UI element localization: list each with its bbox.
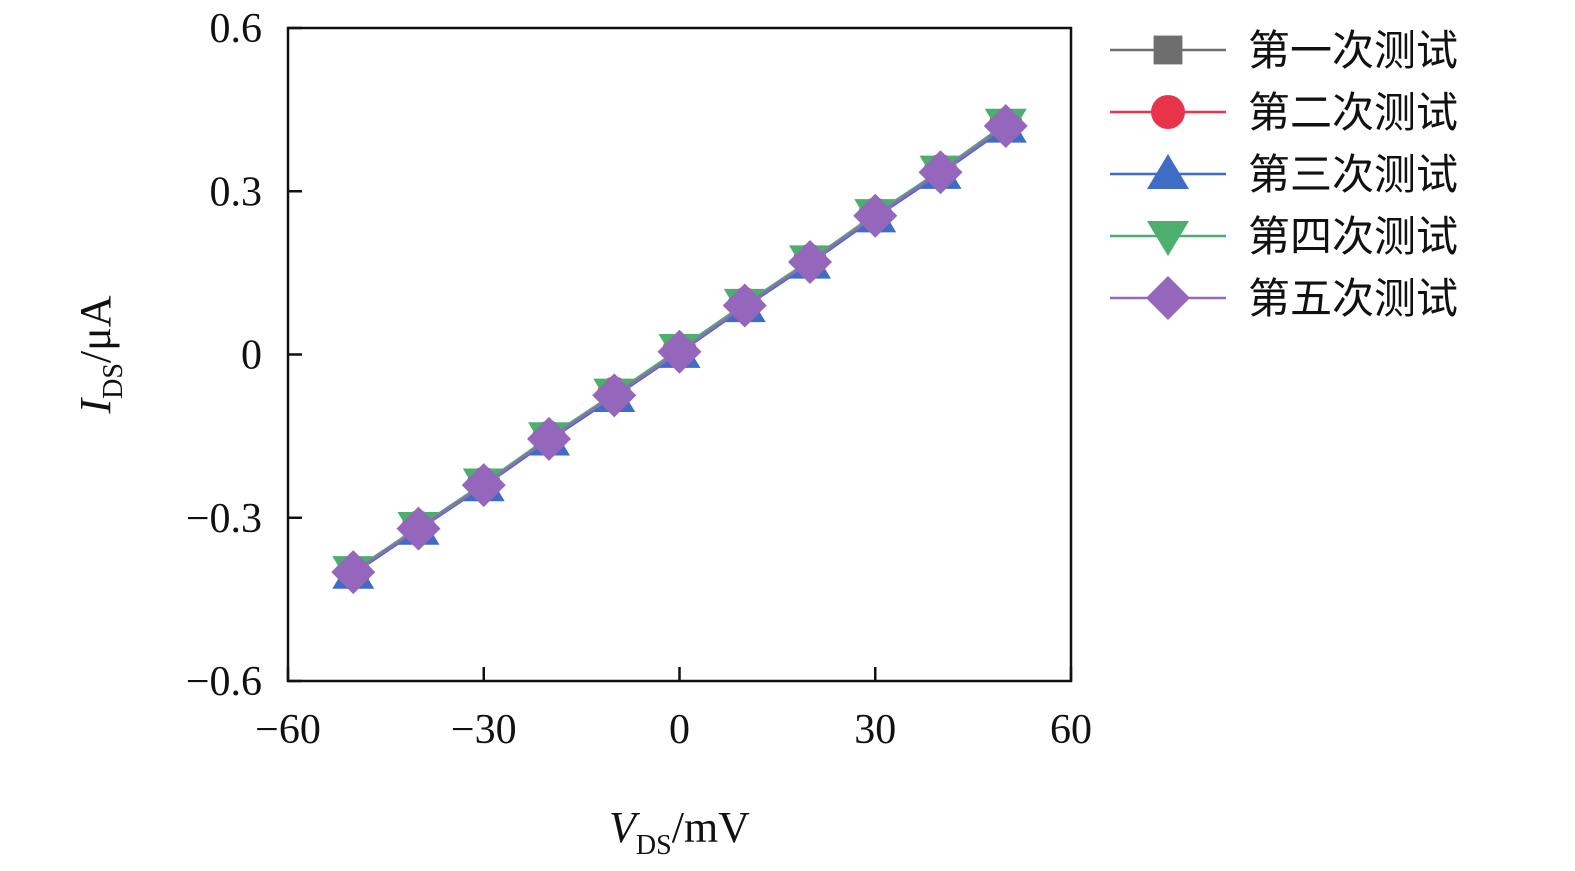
data-point-marker [722, 283, 767, 328]
legend-item: 第五次测试 [1110, 274, 1458, 323]
legend-label: 第四次测试 [1248, 212, 1458, 261]
axes: −60 −30 0 30 60 0.6 0.3 0 −0.3 −0.6 [186, 6, 1092, 753]
legend-item: 第一次测试 [1110, 26, 1458, 75]
legend-label: 第三次测试 [1248, 150, 1458, 199]
series-5 [331, 103, 1028, 595]
data-point-marker [396, 506, 441, 551]
legend-marker [1151, 95, 1185, 129]
data-point-marker [461, 463, 506, 508]
y-axis-label: IDS/μA [71, 295, 129, 414]
data-point-marker [657, 329, 702, 374]
y-tick-label: 0.3 [210, 169, 263, 215]
legend-marker [1147, 154, 1189, 189]
legend-label: 第一次测试 [1248, 26, 1458, 75]
legend-marker [1153, 35, 1183, 65]
y-axis-label-main: I [71, 397, 120, 415]
x-axis-label-unit: /mV [672, 803, 750, 852]
x-tick-label: −30 [451, 707, 517, 753]
y-tick-label: 0.6 [210, 6, 263, 52]
x-axis-label-sub: DS [636, 830, 672, 861]
data-point-marker [331, 550, 376, 595]
data-point-marker [788, 239, 832, 284]
series-group [331, 103, 1028, 595]
y-axis-label-unit: /μA [71, 295, 120, 363]
legend-item: 第三次测试 [1110, 150, 1458, 199]
legend-label: 第五次测试 [1248, 274, 1458, 323]
y-tick-label: −0.3 [186, 496, 262, 542]
data-point-marker [527, 416, 571, 461]
legend-label: 第二次测试 [1248, 88, 1458, 137]
y-tick-label: −0.6 [186, 659, 262, 705]
data-point-marker [592, 373, 637, 418]
data-point-marker [853, 193, 898, 238]
legend-item: 第四次测试 [1110, 212, 1458, 261]
data-point-marker [983, 103, 1028, 148]
x-tick-label: 60 [1050, 707, 1092, 753]
x-axis-label: VDS/mV [609, 803, 750, 861]
legend-marker [1146, 276, 1190, 320]
x-tick-label: 30 [854, 707, 896, 753]
legend-marker [1147, 221, 1189, 256]
y-axis-label-sub: DS [98, 363, 129, 399]
x-tick-label: −60 [255, 707, 321, 753]
x-axis-label-main: V [609, 803, 641, 852]
legend-item: 第二次测试 [1110, 88, 1458, 137]
y-tick-label: 0 [241, 333, 262, 379]
x-tick-label: 0 [669, 707, 690, 753]
data-point-marker [918, 150, 963, 195]
